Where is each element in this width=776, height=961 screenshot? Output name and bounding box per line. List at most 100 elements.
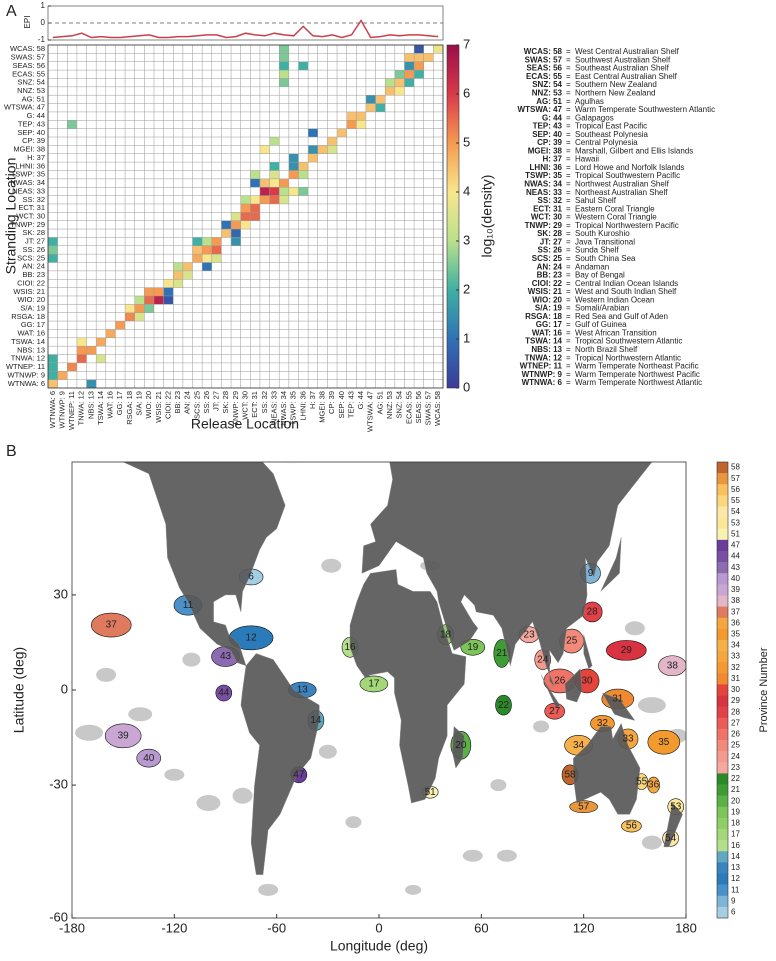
heatmap-cell [250,178,260,188]
colorbar-swatch [717,651,728,663]
legend-code: S/A: 19 [535,304,563,313]
colorbar-tick-label: 19 [731,807,740,816]
heatmap-cell [279,195,289,204]
province-label: 33 [622,734,634,745]
heatmap-cell [346,120,357,129]
colorbar-swatch [717,895,728,908]
legend-code: NNZ: 53 [532,88,563,97]
heatmap-cell [76,346,87,355]
legend-separator: = [566,345,571,354]
colorbar-swatch [717,573,728,585]
x-axis-label: Release Location [191,416,299,432]
eez-patch [321,558,342,573]
province-label: 37 [106,620,118,631]
heatmap-cell [134,295,145,305]
map-area: 37 6 11 12 43 44 39 40 13 14 47 16 17 18 19 21 22 20 51 23 9… [72,462,686,918]
land [349,569,467,804]
eez-patch [232,787,253,804]
x-tick-label: TEP: 43 [346,391,355,418]
colorbar-swatch [717,695,728,707]
y-tick-label: TSWA: 14 [11,337,45,346]
x-tick-label: AN: 24 [183,391,192,414]
province-region [647,729,681,755]
legend-separator: = [566,80,571,89]
heatmap-cell [269,178,280,188]
legend-separator: = [566,180,571,189]
colorbar-tick-label: 23 [731,763,740,772]
colorbar-swatch [717,740,728,752]
province-region [569,800,598,814]
colorbar-tick-label: 38 [731,596,740,605]
legend-code: WAT: 16 [532,328,563,337]
colorbar-tick-label: 26 [731,730,740,739]
x-tick-label: TSWP: 35 [289,391,298,425]
x-tick-label: SCS: 25 [192,391,201,419]
heatmap-cell [211,237,222,246]
eez-patch [75,724,104,741]
legend-code: SEAS: 56 [526,64,562,73]
province-label: 17 [368,679,380,690]
heatmap-cell [298,162,309,171]
panel-label: A [6,3,17,20]
y-tick-label: TSWP: 35 [11,170,45,179]
x-tick-label: ECT: 31 [250,391,259,418]
province-label: 39 [118,730,130,741]
heatmap-cell [423,53,434,62]
colorbar-swatch [717,684,728,696]
legend-name: Agulhas [575,97,604,106]
province-label: 30 [582,676,594,687]
colorbar-swatch [717,550,728,563]
legend-name: Tropical East Pacific [575,122,647,131]
legend-code: WTSWA: 47 [518,105,563,114]
heatmap-cell [414,45,424,54]
x-tick-label: SWAS: 57 [424,391,433,425]
province-region [658,655,686,677]
x-tick-label: SS: 26 [202,391,211,414]
legend-separator: = [566,146,571,155]
y-tick-label: 0 [61,681,68,696]
y-tick-label: LHNI: 36 [15,161,45,170]
colorbar-swatch [717,817,728,830]
x-tick-label: JT: 27 [212,391,221,411]
colorbar-swatch [717,795,728,808]
colorbar-tick-label: 57 [731,474,740,483]
legend-code: GG: 17 [536,320,563,329]
heatmap-cell [327,145,338,154]
legend-name: Western Coral Triangle [575,213,657,222]
y-tick-label: CP: 39 [22,136,45,145]
legend-name: Lord Howe and Norfolk Islands [575,163,684,172]
colorbar-tick-label: 22 [731,774,740,783]
heatmap-cell [163,279,174,288]
x-tick-label: CIOI: 22 [163,391,172,419]
eez-patch [164,768,185,781]
colorbar-swatch [717,662,728,674]
heatmap-cell [67,120,77,129]
heatmap-cell [365,95,376,104]
legend-name: Northern New Zealand [575,88,655,97]
province-label: 9 [588,568,594,579]
colorbar-swatch [717,717,728,730]
colorbar-frame [716,461,729,919]
province-label: 23 [524,629,536,640]
legend-name: Northwest Australian Shelf [575,180,670,189]
heatmap-cell [356,111,366,121]
legend-name: Central Indian Ocean Islands [575,279,678,288]
legend-name: Southwest Australian Shelf [575,55,671,64]
heatmap-cell [192,245,203,255]
heatmap-cell [192,254,203,263]
colorbar-tick-label: 37 [731,607,740,616]
heatmap-cell [221,229,232,238]
legend-code: TNWP: 29 [525,221,563,230]
colorbar-tick-label: 9 [731,896,736,905]
heatmap-cell [279,61,289,71]
x-tick-label: LHNI: 36 [298,391,307,421]
x-tick-label: S/A: 19 [135,391,144,416]
province-label: 13 [297,685,309,696]
x-tick-label: TNWA: 12 [77,391,86,425]
heatmap-cell [308,128,318,138]
legend-code: NWAS: 34 [524,180,562,189]
heatmap-cell [105,329,116,338]
legend-code: ECAS: 55 [526,72,563,81]
colorbar-tick-label: 13 [731,863,740,872]
legend-separator: = [566,337,571,346]
